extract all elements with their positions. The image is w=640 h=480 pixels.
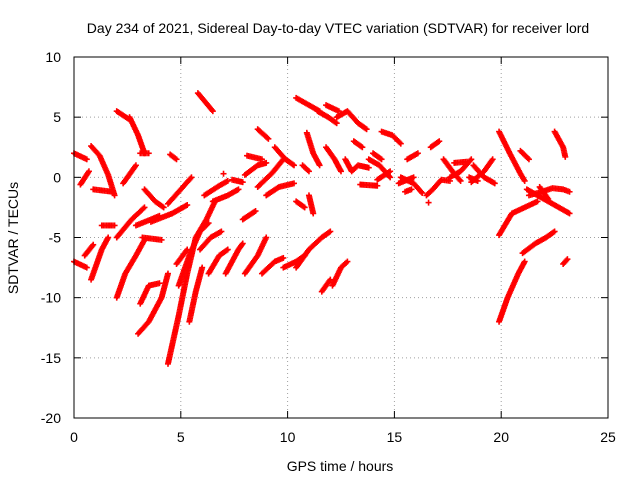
data-point — [344, 258, 351, 265]
data-point — [220, 170, 227, 177]
data-point — [491, 180, 498, 187]
data-point — [239, 240, 246, 247]
data-point — [265, 135, 272, 142]
data-point — [111, 192, 118, 199]
data-point — [374, 182, 381, 189]
data-point — [111, 222, 118, 229]
y-tick-label: -20 — [41, 410, 61, 426]
y-tick-label: -10 — [41, 290, 61, 306]
data-point — [90, 241, 97, 248]
data-point — [436, 138, 443, 145]
data-point — [291, 162, 298, 169]
data-point — [551, 228, 558, 235]
data-point — [218, 228, 225, 235]
data-point — [305, 168, 312, 175]
x-tick-label: 5 — [177, 429, 185, 445]
data-point — [239, 179, 246, 186]
data-point — [521, 177, 528, 184]
chart-title: Day 234 of 2021, Sidereal Day-to-day VTE… — [87, 20, 589, 36]
data-point — [387, 174, 394, 181]
x-tick-label: 10 — [280, 429, 296, 445]
data-point — [224, 177, 231, 184]
data-point — [160, 204, 167, 211]
data-point — [105, 234, 112, 241]
data-point — [83, 264, 90, 271]
data-point — [301, 204, 308, 211]
data-point — [188, 174, 195, 181]
data-point — [280, 254, 287, 261]
data-point — [365, 164, 372, 171]
data-point — [410, 174, 417, 181]
data-point — [359, 144, 366, 151]
x-tick-label: 15 — [387, 429, 403, 445]
data-point — [489, 156, 496, 163]
x-tick-label: 25 — [600, 429, 616, 445]
y-tick-label: 0 — [53, 169, 61, 185]
data-point — [156, 280, 163, 287]
data-point — [566, 188, 573, 195]
data-point — [457, 177, 464, 184]
data-point — [316, 162, 323, 169]
data-point — [521, 258, 528, 265]
data-point — [83, 156, 90, 163]
data-point — [564, 256, 571, 263]
data-point — [199, 264, 206, 271]
data-point — [109, 188, 116, 195]
data-point — [545, 195, 552, 202]
data-point — [158, 236, 165, 243]
data-point — [566, 210, 573, 217]
data-point — [419, 189, 426, 196]
y-axis-label: SDTVAR / TECUs — [5, 182, 21, 294]
x-tick-label: 20 — [493, 429, 509, 445]
data-point — [397, 140, 404, 147]
data-point — [263, 159, 270, 166]
data-point — [387, 168, 394, 175]
data-point — [338, 168, 344, 175]
data-point — [378, 156, 385, 163]
data-point — [468, 156, 475, 163]
data-point — [327, 228, 334, 235]
data-point — [534, 198, 541, 205]
data-point — [363, 126, 370, 133]
data-point — [562, 153, 569, 160]
data-point — [173, 156, 180, 163]
data-point — [291, 180, 298, 187]
y-tick-label: -15 — [41, 350, 61, 366]
grid — [74, 57, 608, 418]
data-point — [85, 168, 92, 175]
data-point — [209, 108, 216, 115]
data-points — [71, 90, 573, 367]
data-point — [264, 134, 271, 141]
data-point — [235, 186, 242, 193]
y-tick-label: 10 — [45, 49, 61, 65]
axes — [73, 56, 609, 419]
data-point — [333, 120, 340, 127]
data-point — [414, 150, 421, 157]
x-axis-label: GPS time / hours — [287, 458, 394, 474]
data-point — [184, 202, 191, 209]
y-tick-label: -5 — [49, 230, 62, 246]
data-point — [140, 205, 147, 212]
data-point — [224, 246, 231, 253]
data-point — [141, 204, 148, 211]
data-point — [145, 150, 152, 157]
data-point — [263, 234, 270, 241]
data-point — [132, 162, 139, 169]
y-tick-label: 5 — [53, 109, 61, 125]
data-point — [310, 210, 317, 217]
data-point — [525, 156, 532, 163]
tick-labels: 0 5 10 15 20 25 -20 -15 -10 -5 0 5 10 — [41, 49, 616, 445]
data-point — [425, 199, 432, 206]
x-tick-label: 0 — [70, 429, 78, 445]
data-point — [205, 220, 212, 227]
data-point — [252, 208, 259, 215]
data-point — [464, 158, 471, 165]
data-point — [258, 156, 265, 163]
data-point — [408, 186, 415, 193]
data-point — [164, 270, 171, 277]
